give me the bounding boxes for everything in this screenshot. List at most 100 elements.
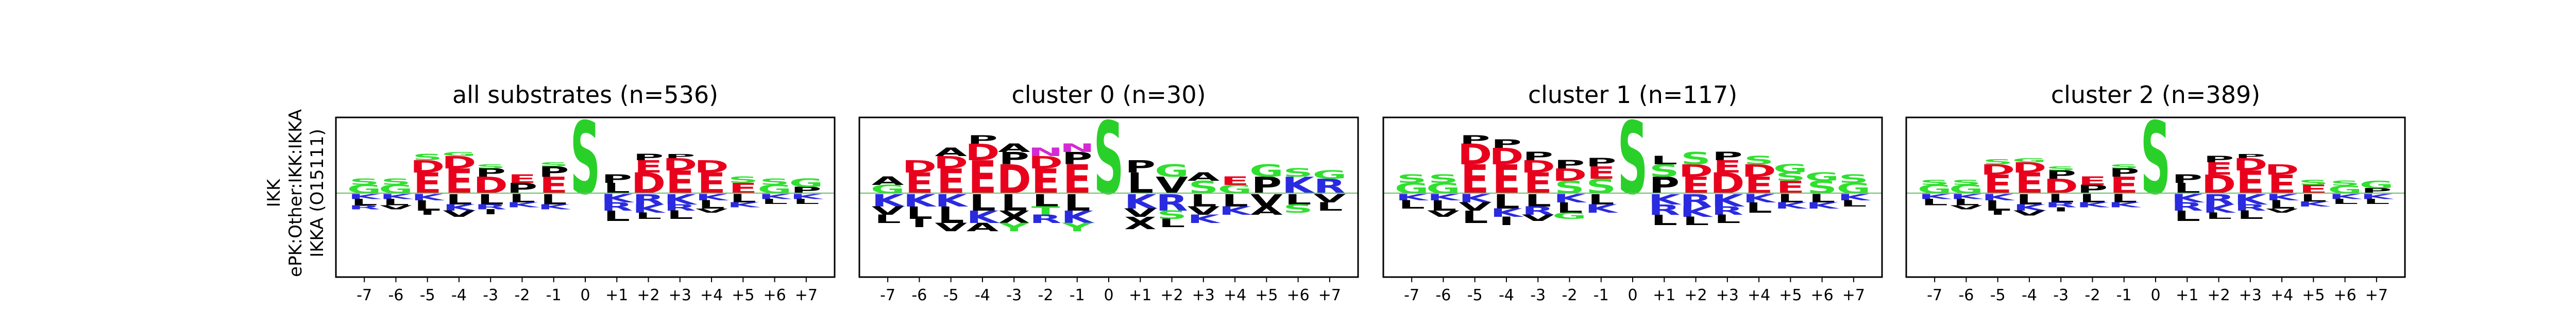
residue-glyph: S (759, 177, 789, 187)
logo-column--3: DPS LRI (2044, 165, 2078, 213)
x-tick-label: +1 (1129, 286, 1151, 304)
residue-glyph: L (1683, 215, 1709, 228)
x-tick-label: -4 (451, 286, 467, 304)
logo-column--3: DPS LRI (473, 163, 508, 216)
residue-glyph: E (539, 173, 568, 199)
residue-glyph: L (1064, 190, 1091, 216)
residue-glyph: E (1713, 157, 1741, 177)
residue-glyph: S (381, 177, 411, 187)
residue-glyph: L (667, 209, 693, 221)
residue-glyph: S (1157, 209, 1187, 221)
logo-column-+4: EDS KL (1741, 154, 1776, 216)
residue-glyph: S (1189, 178, 1218, 197)
residue-glyph: E (508, 173, 536, 185)
residue-glyph: V (1187, 204, 1219, 217)
residue-glyph: S (2298, 179, 2328, 186)
residue-glyph: G (1805, 170, 1839, 183)
residue-glyph: L (1588, 192, 1615, 208)
residue-glyph: E (2299, 183, 2328, 196)
residue-glyph: D (663, 155, 697, 175)
x-tick-label: +4 (1224, 286, 1246, 304)
residue-glyph: D (442, 153, 476, 173)
panel-frame (335, 116, 836, 278)
residue-glyph: G (871, 183, 905, 196)
residue-glyph: D (997, 157, 1031, 202)
residue-glyph: V (1427, 209, 1460, 219)
residue-glyph: S (1283, 202, 1313, 215)
x-tick-label: 0 (2150, 286, 2160, 304)
residue-glyph: L (2332, 198, 2359, 205)
residue-glyph: R (1029, 213, 1061, 226)
residue-glyph: P (2204, 154, 2234, 164)
residue-glyph: K (2171, 192, 2205, 205)
x-tick-label: -7 (1404, 286, 1419, 304)
residue-glyph: G (1949, 183, 1984, 196)
logo-panel-2: cluster 1 (n=117)GSKL-7GSKLV-6EDPKVL-5ED… (1382, 81, 1883, 304)
residue-glyph: K (1774, 201, 1809, 211)
residue-glyph: L (635, 211, 662, 221)
residue-glyph: E (729, 180, 757, 197)
residue-glyph: K (1490, 207, 1524, 219)
residue-glyph: K (348, 193, 382, 200)
residue-glyph: L (1556, 200, 1583, 216)
residue-glyph: P (1586, 156, 1616, 169)
residue-glyph: L (1032, 191, 1059, 211)
residue-glyph: L (1953, 197, 1980, 207)
residue-glyph: P (1522, 150, 1553, 163)
residue-glyph: D (1552, 165, 1587, 185)
residue-glyph: G (1313, 168, 1347, 181)
panel-title: cluster 1 (n=117) (1528, 81, 1737, 109)
residue-glyph: K (1219, 204, 1253, 217)
residue-glyph: E (1461, 157, 1489, 202)
residue-glyph: S (2330, 179, 2360, 187)
residue-glyph: D (1458, 139, 1492, 171)
residue-glyph: G (379, 183, 413, 196)
residue-glyph: P (665, 153, 695, 160)
residue-glyph: D (902, 157, 937, 177)
residue-glyph: K (537, 203, 571, 211)
logo-column-+4: ED KLV (694, 157, 730, 214)
residue-glyph: L (2111, 192, 2138, 205)
residue-glyph: G (1426, 180, 1461, 197)
residue-glyph: L (793, 198, 820, 205)
residue-glyph: K (443, 203, 478, 213)
residue-glyph: E (413, 167, 442, 200)
x-tick-label: +7 (2365, 286, 2388, 304)
x-tick-label: +3 (1716, 286, 1739, 304)
residue-glyph: K (1187, 213, 1221, 226)
residue-glyph: K (1981, 193, 2016, 202)
panel-frame (858, 116, 1359, 278)
residue-glyph: K (1124, 190, 1158, 213)
x-tick-label: -5 (420, 286, 435, 304)
residue-glyph: P (1062, 149, 1092, 168)
residue-glyph: I (911, 217, 927, 230)
residue-glyph: E (1031, 162, 1060, 201)
residue-glyph: R (1314, 175, 1346, 198)
residue-glyph: L (509, 192, 536, 205)
logo-column--3: DPA LXY (997, 142, 1031, 234)
residue-glyph: V (872, 204, 904, 217)
residue-glyph: V (935, 221, 967, 234)
residue-glyph: L (938, 202, 964, 229)
residue-glyph: L (477, 192, 504, 208)
residue-glyph: E (2110, 173, 2138, 199)
residue-glyph: V (696, 208, 728, 214)
residue-glyph: E (445, 162, 473, 201)
residue-glyph: R (474, 203, 506, 211)
residue-glyph: L (2079, 192, 2106, 205)
residue-glyph: K (967, 208, 1001, 227)
x-tick-label: -7 (357, 286, 372, 304)
center-residue-glyph: S (570, 101, 600, 216)
x-tick-label: +7 (1842, 286, 1865, 304)
residue-glyph: R (632, 192, 664, 208)
residue-glyph: L (1190, 191, 1217, 211)
x-tick-label: +1 (605, 286, 628, 304)
